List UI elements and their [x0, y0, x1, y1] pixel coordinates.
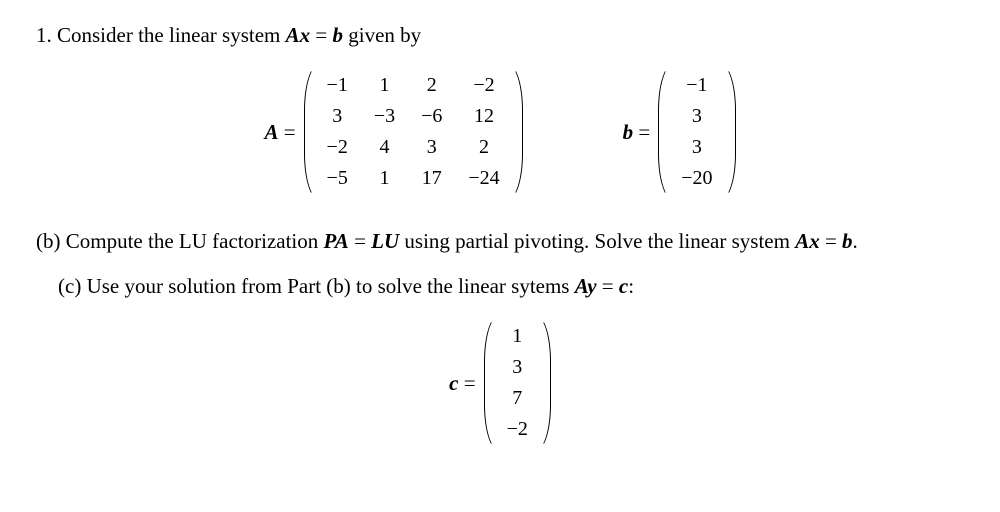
paren-right: [508, 64, 523, 200]
A-cell: 3: [421, 132, 442, 163]
vector-c-block: c = 1 3 7 −2: [449, 315, 551, 451]
part-b-t3: .: [853, 229, 858, 253]
paren-right: [721, 64, 736, 200]
A-cell: 4: [374, 132, 395, 163]
part-b-t2: using partial pivoting. Solve the linear…: [399, 229, 795, 253]
intro-text-pre: Consider the linear system: [57, 23, 286, 47]
Ay-A: A: [575, 274, 587, 298]
b-cell: 3: [681, 132, 712, 163]
A-cell: −2: [468, 70, 499, 101]
PA-L: L: [371, 229, 384, 253]
paren-right: [536, 315, 551, 451]
matrix-A-block: A = −1 1 2 −2 3 −3 −6 12 −2 4 3 2 −5: [264, 64, 522, 200]
b-cell: −20: [681, 163, 712, 194]
problem-number: 1.: [36, 23, 52, 47]
matrix-A-lhs: A =: [264, 120, 295, 145]
A-cell: −1: [327, 70, 348, 101]
vector-c-lhs: c =: [449, 371, 475, 396]
Ax-b: b: [842, 229, 853, 253]
intro-x: x: [300, 23, 311, 47]
b-cell: 3: [681, 101, 712, 132]
A-cell: −3: [374, 101, 395, 132]
vector-b-block: b = −1 3 3 −20: [623, 64, 736, 200]
paren-left: [484, 315, 499, 451]
PA-A: A: [335, 229, 349, 253]
intro-text-post: given by: [343, 23, 421, 47]
c-cell: 3: [507, 352, 528, 383]
Ay-mid: =: [597, 274, 619, 298]
A-cell: 2: [421, 70, 442, 101]
part-c-t2: :: [628, 274, 634, 298]
part-b-text: (b) Compute the LU factorization PA = LU…: [36, 226, 964, 256]
intro-b: b: [332, 23, 343, 47]
A-cell: 2: [468, 132, 499, 163]
vector-c: 1 3 7 −2: [484, 315, 551, 451]
vector-b-body: −1 3 3 −20: [673, 64, 720, 200]
equation-row-Ab: A = −1 1 2 −2 3 −3 −6 12 −2 4 3 2 −5: [36, 64, 964, 200]
intro-eq: =: [310, 23, 332, 47]
b-cell: −1: [681, 70, 712, 101]
intro-A: A: [286, 23, 300, 47]
PA-U: U: [384, 229, 399, 253]
vector-c-eq: =: [458, 371, 475, 395]
vector-c-body: 1 3 7 −2: [499, 315, 536, 451]
Ax-mid: =: [820, 229, 842, 253]
A-cell: −6: [421, 101, 442, 132]
A-cell: −5: [327, 163, 348, 194]
A-cell: 1: [374, 163, 395, 194]
vector-b: −1 3 3 −20: [658, 64, 735, 200]
A-cell: 3: [327, 101, 348, 132]
PA-P: P: [324, 229, 335, 253]
part-c-text: (c) Use your solution from Part (b) to s…: [58, 271, 964, 301]
paren-left: [304, 64, 319, 200]
Ax-A: A: [795, 229, 809, 253]
c-cell: −2: [507, 414, 528, 445]
problem-intro: 1. Consider the linear system Ax = b giv…: [36, 20, 964, 50]
Ay-y: y: [587, 274, 596, 298]
vector-b-lhs: b =: [623, 120, 651, 145]
page: 1. Consider the linear system Ax = b giv…: [0, 0, 1000, 512]
part-b-label: (b): [36, 229, 61, 253]
vector-b-sym: b: [623, 120, 634, 144]
Ay-c: c: [619, 274, 628, 298]
matrix-A: −1 1 2 −2 3 −3 −6 12 −2 4 3 2 −5 1 17 −2…: [304, 64, 523, 200]
A-cell: −24: [468, 163, 499, 194]
A-cell: −2: [327, 132, 348, 163]
part-b-t1: Compute the LU factorization: [61, 229, 324, 253]
matrix-A-sym: A: [264, 120, 278, 144]
matrix-A-body: −1 1 2 −2 3 −3 −6 12 −2 4 3 2 −5 1 17 −2…: [319, 64, 508, 200]
A-cell: 12: [468, 101, 499, 132]
c-cell: 7: [507, 383, 528, 414]
equation-row-c: c = 1 3 7 −2: [36, 315, 964, 451]
A-cell: 17: [421, 163, 442, 194]
part-c-t1: Use your solution from Part (b) to solve…: [81, 274, 574, 298]
part-c-label: (c): [58, 274, 81, 298]
paren-left: [658, 64, 673, 200]
c-cell: 1: [507, 321, 528, 352]
A-cell: 1: [374, 70, 395, 101]
matrix-A-eq: =: [278, 120, 295, 144]
PA-mid: =: [349, 229, 371, 253]
vector-b-eq: =: [633, 120, 650, 144]
Ax-x: x: [809, 229, 820, 253]
